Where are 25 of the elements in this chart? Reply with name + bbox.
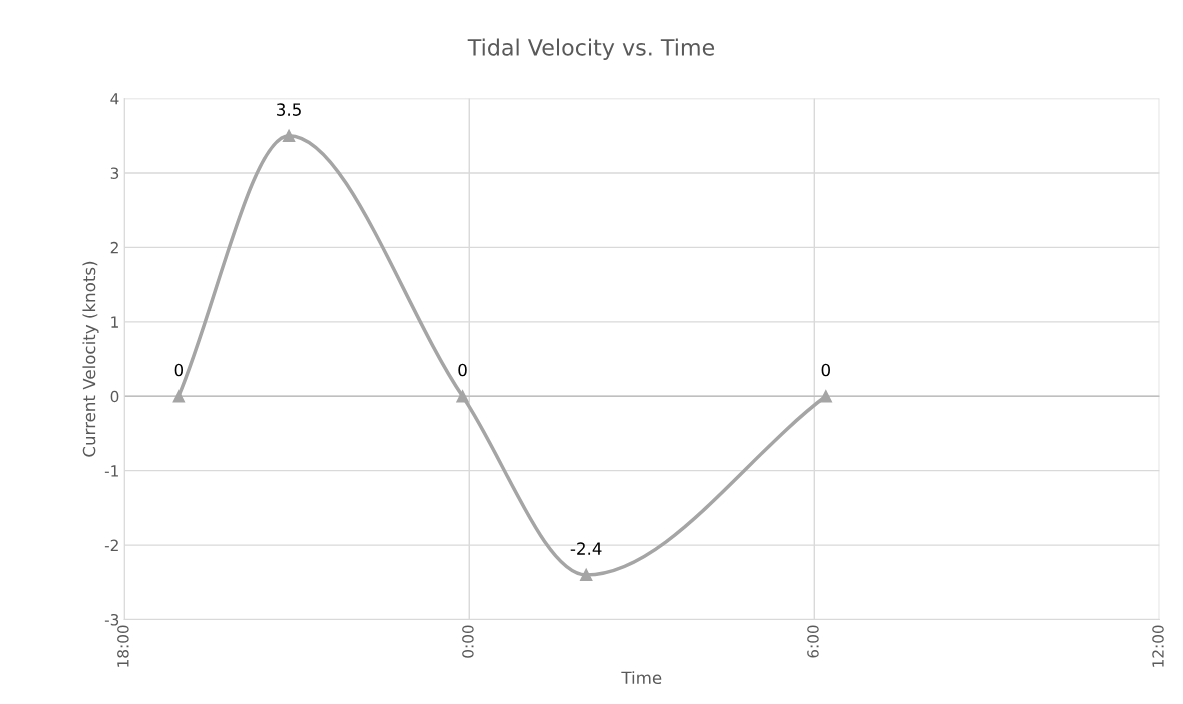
y-tick-label: -2 [104, 539, 118, 551]
y-tick-label: -1 [104, 465, 118, 477]
y-tick-label: -3 [104, 613, 119, 626]
chart-title: Tidal Velocity vs. Time [467, 38, 715, 61]
data-label: 0 [821, 363, 830, 377]
data-label: 0 [458, 363, 467, 377]
y-tick-label: 2 [110, 241, 118, 254]
y-tick-label: 4 [110, 93, 119, 105]
point [456, 390, 469, 403]
x-tick-label: 18:00 [117, 625, 129, 667]
data-label: 3.5 [277, 103, 301, 116]
y-tick-label: 1 [111, 316, 118, 328]
x-tick-label: 12:00 [1152, 625, 1164, 667]
point [819, 390, 833, 403]
y-axis-title: Current Velocity (knots) [82, 261, 99, 457]
point [172, 390, 186, 403]
data-label: -2.4 [570, 542, 602, 555]
y-tick-label: 3 [110, 167, 119, 179]
x-axis-title: Time [621, 671, 662, 685]
point [282, 129, 296, 143]
point [579, 568, 593, 582]
data-label: 0 [174, 363, 184, 377]
y-tick-label: 0 [110, 390, 119, 403]
x-tick-label: 0:00 [462, 625, 474, 658]
x-tick-label: 6:00 [807, 625, 819, 658]
